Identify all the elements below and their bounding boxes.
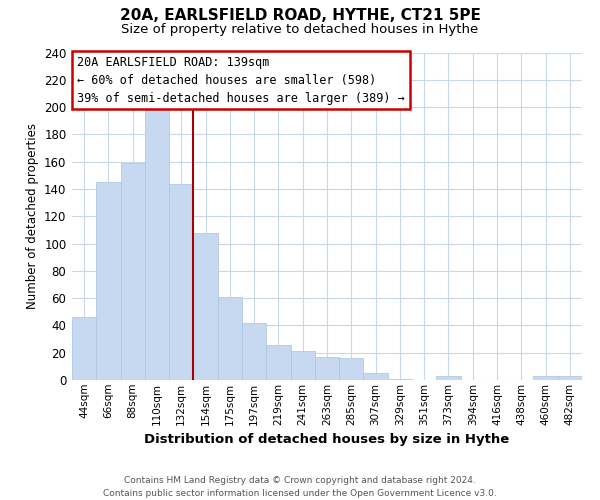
Bar: [145, 106, 169, 380]
X-axis label: Distribution of detached houses by size in Hythe: Distribution of detached houses by size …: [145, 433, 509, 446]
Bar: [339, 358, 364, 380]
Text: 20A EARLSFIELD ROAD: 139sqm
← 60% of detached houses are smaller (598)
39% of se: 20A EARLSFIELD ROAD: 139sqm ← 60% of det…: [77, 56, 405, 105]
Bar: [169, 184, 193, 380]
Text: 20A, EARLSFIELD ROAD, HYTHE, CT21 5PE: 20A, EARLSFIELD ROAD, HYTHE, CT21 5PE: [119, 8, 481, 22]
Bar: [121, 163, 145, 380]
Bar: [242, 322, 266, 380]
Text: Size of property relative to detached houses in Hythe: Size of property relative to detached ho…: [121, 22, 479, 36]
Bar: [96, 182, 121, 380]
Bar: [315, 357, 339, 380]
Bar: [266, 344, 290, 380]
Bar: [218, 297, 242, 380]
Bar: [193, 232, 218, 380]
Bar: [72, 317, 96, 380]
Bar: [533, 376, 558, 380]
Y-axis label: Number of detached properties: Number of detached properties: [26, 123, 38, 309]
Bar: [290, 352, 315, 380]
Bar: [558, 376, 582, 380]
Bar: [436, 376, 461, 380]
Text: Contains HM Land Registry data © Crown copyright and database right 2024.
Contai: Contains HM Land Registry data © Crown c…: [103, 476, 497, 498]
Bar: [364, 373, 388, 380]
Bar: [388, 378, 412, 380]
